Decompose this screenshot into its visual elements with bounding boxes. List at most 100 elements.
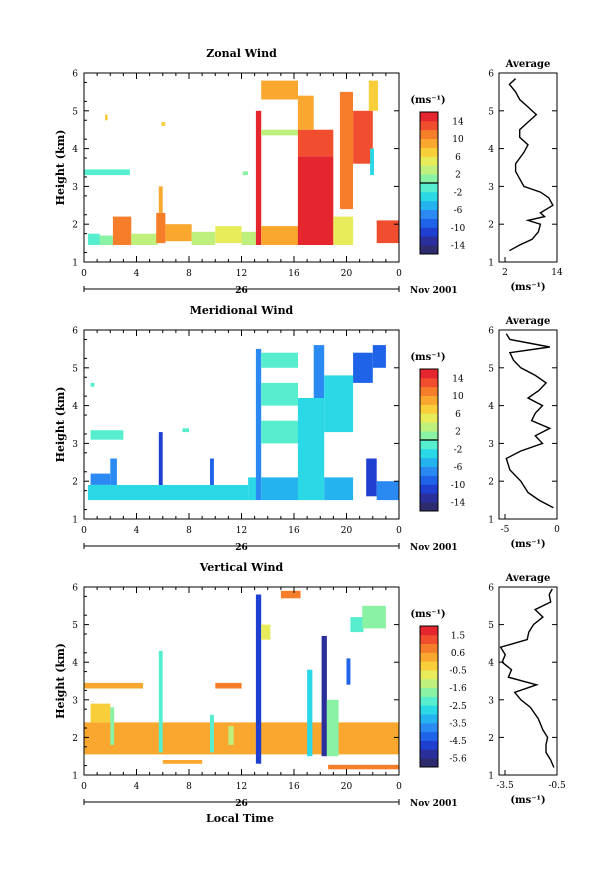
vertical-heatmap xyxy=(84,590,399,770)
zonal-cell xyxy=(84,169,130,176)
vertical-cell xyxy=(90,703,111,723)
vertical-colorbar-tick-label: 1.5 xyxy=(451,631,466,641)
meridional-cell xyxy=(210,458,214,485)
meridional-cell xyxy=(372,345,386,368)
meridional-cell xyxy=(261,352,298,368)
meridional-average-y-tick-label: 6 xyxy=(488,327,494,337)
vertical-colorbar xyxy=(419,625,439,768)
vertical-average-frame xyxy=(498,586,558,776)
vertical-colorbar-swatch xyxy=(420,696,438,706)
zonal-colorbar-tick-label: 6 xyxy=(455,153,461,163)
zonal-colorbar-swatch xyxy=(420,147,438,157)
zonal-colorbar-swatch xyxy=(420,227,438,237)
vertical-average-title: Average xyxy=(505,573,551,584)
vertical-colorbar-unit: (ms⁻¹) xyxy=(410,609,445,620)
meridional-colorbar-swatch xyxy=(420,466,438,476)
meridional-colorbar-swatch xyxy=(420,386,438,397)
meridional-x-tick-label: 12 xyxy=(236,526,247,536)
meridional-colorbar-tick-label: 6 xyxy=(455,410,461,420)
meridional-y-tick-label: 1 xyxy=(72,516,78,526)
zonal-cell xyxy=(215,226,242,244)
meridional-colorbar xyxy=(419,368,439,512)
vertical-x-tick-label: 20 xyxy=(341,782,353,792)
vertical-colorbar-swatch xyxy=(420,749,438,759)
vertical-y-tick-label: 6 xyxy=(72,584,78,594)
meridional-colorbar-tick-label: -6 xyxy=(454,463,463,473)
zonal-y-tick-label: 5 xyxy=(72,107,78,117)
zonal-colorbar-tick-label: 14 xyxy=(452,117,464,127)
vertical-cell xyxy=(326,699,339,757)
vertical-cell xyxy=(158,650,163,753)
vertical-x-tick-label: 0 xyxy=(396,782,402,792)
zonal-colorbar-swatch xyxy=(420,120,438,131)
meridional-cell xyxy=(376,481,399,501)
vertical-colorbar-swatch xyxy=(420,731,438,741)
vertical-cell xyxy=(255,594,262,764)
zonal-colorbar-swatch xyxy=(420,209,438,219)
vertical-average-y-tick-label: 6 xyxy=(488,584,494,594)
vertical-cell xyxy=(162,760,203,764)
vertical-average-y-tick-label: 5 xyxy=(488,621,494,631)
vertical-colorbar-swatch xyxy=(420,758,438,768)
meridional-cell xyxy=(248,477,256,501)
meridional-average-line xyxy=(505,333,554,509)
vertical-colorbar-swatch xyxy=(420,652,438,662)
zonal-average-y-tick-label: 4 xyxy=(488,145,494,155)
meridional-cell xyxy=(255,348,262,501)
vertical-date-day: 26 xyxy=(235,799,248,809)
zonal-cell xyxy=(376,220,399,244)
meridional-average-title: Average xyxy=(505,316,551,327)
zonal-colorbar-tick-label: -6 xyxy=(454,206,463,216)
meridional-colorbar-unit: (ms⁻¹) xyxy=(410,352,445,363)
meridional-colorbar-tick-label: 2 xyxy=(455,428,461,438)
zonal-y-tick-label: 3 xyxy=(72,183,78,193)
zonal-colorbar-tick-label: 2 xyxy=(455,171,461,181)
meridional-cell xyxy=(313,345,325,398)
meridional-x-tick-label: 4 xyxy=(134,526,140,536)
zonal-cell xyxy=(255,110,262,245)
meridional-colorbar-swatch xyxy=(420,502,438,512)
meridional-colorbar-swatch xyxy=(420,457,438,468)
zonal-colorbar-swatch xyxy=(420,138,438,148)
zonal-cell xyxy=(370,148,374,176)
zonal-colorbar-swatch xyxy=(420,129,438,140)
meridional-average-x-tick-label: -5 xyxy=(501,525,510,535)
meridional-cell xyxy=(90,473,111,485)
meridional-average-y-tick-label: 4 xyxy=(488,402,494,412)
meridional-colorbar-swatch xyxy=(420,448,438,459)
zonal-cell xyxy=(297,129,334,157)
meridional-colorbar-swatch xyxy=(420,395,438,405)
meridional-colorbar-swatch xyxy=(420,493,438,503)
zonal-title: Zonal Wind xyxy=(206,47,277,60)
vertical-title: Vertical Wind xyxy=(199,561,284,574)
meridional-colorbar-tick-label: 14 xyxy=(452,374,464,384)
meridional-colorbar-swatch xyxy=(420,431,438,441)
vertical-colorbar-swatch xyxy=(420,626,438,636)
meridional-average-y-tick-label: 2 xyxy=(488,478,494,488)
vertical-y-tick-label: 3 xyxy=(72,696,78,706)
zonal-cell xyxy=(158,186,163,213)
zonal-y-axis-label: Height (km) xyxy=(54,130,67,206)
zonal-average-y-tick-label: 3 xyxy=(488,183,494,193)
zonal-date-day: 26 xyxy=(235,286,248,296)
vertical-cell xyxy=(110,707,115,745)
zonal-cell xyxy=(161,122,166,126)
x-axis-title: Local Time xyxy=(206,812,274,825)
meridional-colorbar-swatch xyxy=(420,404,438,414)
zonal-x-tick-label: 0 xyxy=(81,269,87,279)
vertical-colorbar-tick-label: 0.6 xyxy=(451,649,466,659)
zonal-colorbar-swatch xyxy=(420,112,438,122)
vertical-colorbar-swatch xyxy=(420,705,438,715)
meridional-colorbar-tick-label: -2 xyxy=(454,445,463,455)
zonal-colorbar-unit: (ms⁻¹) xyxy=(410,95,445,106)
zonal-y-tick-label: 4 xyxy=(72,145,78,155)
zonal-colorbar-swatch xyxy=(420,183,438,193)
zonal-colorbar-swatch xyxy=(420,245,438,255)
zonal-colorbar xyxy=(419,111,439,255)
vertical-cell xyxy=(321,635,327,757)
meridional-average-profile: Average 1 2 3 4 5 6 -5 0 (ms⁻¹) xyxy=(488,316,560,550)
vertical-cell xyxy=(350,617,364,633)
